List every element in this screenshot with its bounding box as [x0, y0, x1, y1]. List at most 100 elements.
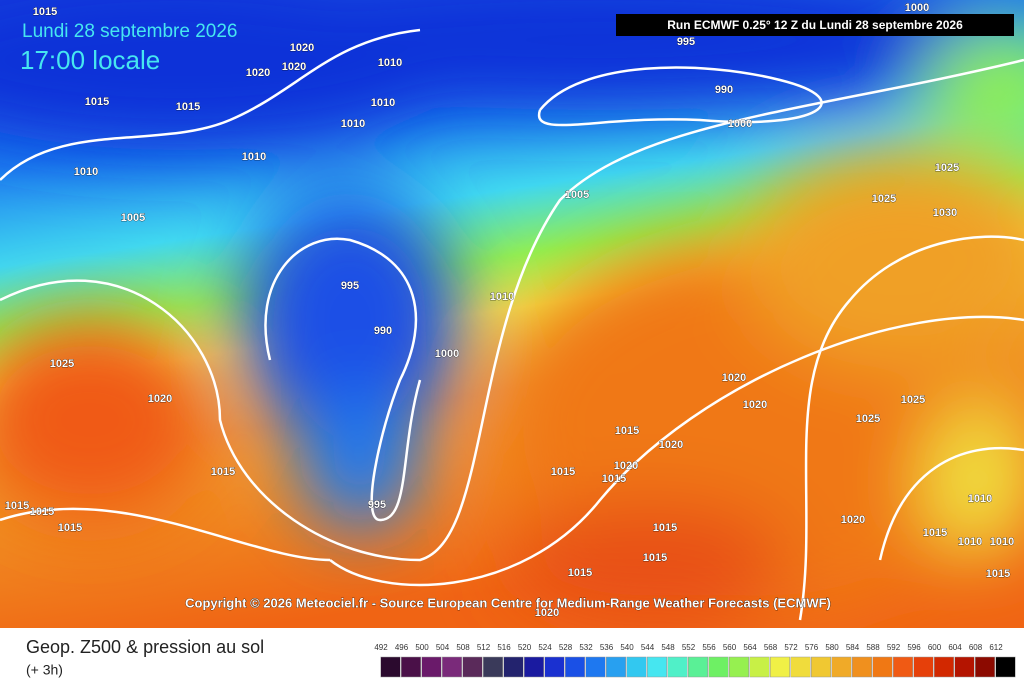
- colorbar-label: 552: [682, 643, 696, 652]
- isobar-label: 1015: [30, 506, 54, 518]
- colorbar-label: 600: [928, 643, 942, 652]
- colorbar-label: 576: [805, 643, 819, 652]
- colorbar-label: 516: [497, 643, 511, 652]
- colorbar-swatch: [975, 656, 995, 678]
- isobar-label: 1025: [901, 394, 925, 406]
- isobar-label: 1015: [5, 500, 29, 512]
- isobar-label: 1015: [568, 567, 592, 579]
- colorbar-label: 492: [374, 643, 388, 652]
- colorbar-label: 580: [825, 643, 839, 652]
- run: Run ECMWF 0.25° 12 Z du Lundi 28 septemb…: [667, 18, 963, 32]
- colorbar-label: 524: [538, 643, 552, 652]
- isobar-label: 1015: [643, 552, 667, 564]
- isobar-label: 1020: [148, 393, 172, 405]
- time: 17:00 locale: [20, 45, 160, 75]
- isobar-label: 1015: [653, 522, 677, 534]
- colorbar-label: 540: [620, 643, 634, 652]
- colorbar-swatch: [483, 656, 503, 678]
- isobar-label: 1020: [722, 372, 746, 384]
- footer-lead: (+ 3h): [26, 662, 63, 678]
- isobar-label: 1015: [615, 425, 639, 437]
- isobar-label: 1030: [933, 207, 957, 219]
- colorbar-swatch: [544, 656, 565, 678]
- isobar-label: 1015: [85, 96, 109, 108]
- colorbar-label: 532: [579, 643, 593, 652]
- isobar-label: 1015: [986, 568, 1010, 580]
- colorbar-label: 592: [887, 643, 901, 652]
- colorbar-label: 584: [846, 643, 860, 652]
- colorbar-label: 588: [866, 643, 880, 652]
- isobar-label: 1015: [602, 473, 626, 485]
- colorbar-swatch: [954, 656, 975, 678]
- colorbar-swatch: [565, 656, 585, 678]
- isobar-label: 1010: [378, 57, 402, 69]
- colorbar-swatch: [913, 656, 934, 678]
- colorbar-swatch: [995, 656, 1016, 678]
- colorbar-label: 528: [559, 643, 573, 652]
- isobar-label: 1020: [282, 61, 306, 73]
- colorbar-swatch: [708, 656, 729, 678]
- isobar-label: 1010: [990, 536, 1014, 548]
- colorbar-swatch: [421, 656, 442, 678]
- isobar-label: 995: [341, 280, 359, 292]
- isobar-label: 1015: [551, 466, 575, 478]
- colorbar-label: 596: [907, 643, 921, 652]
- colorbar-label: 572: [784, 643, 798, 652]
- isobar-label: 1020: [290, 42, 314, 54]
- isobar-label: 995: [677, 36, 695, 48]
- isobar-label: 1010: [490, 291, 514, 303]
- isobar-label: 1010: [968, 493, 992, 505]
- isobar-label: 1010: [341, 118, 365, 130]
- isobar-label: 1025: [872, 193, 896, 205]
- field: [0, 0, 1024, 628]
- isobar-label: 1015: [33, 6, 57, 18]
- footer-title: Geop. Z500 & pression au sol: [26, 637, 264, 657]
- colorbar-swatch: [770, 656, 790, 678]
- colorbar-label: 504: [436, 643, 450, 652]
- colorbar-swatch: [647, 656, 667, 678]
- isobar-label: 1010: [242, 151, 266, 163]
- colorbar-swatch: [872, 656, 893, 678]
- colorbar-swatch: [934, 656, 954, 678]
- colorbar-label: 612: [989, 643, 1003, 652]
- colorbar-label: 512: [477, 643, 491, 652]
- colorbar-swatch: [831, 656, 852, 678]
- colorbar-label: 604: [948, 643, 962, 652]
- colorbar-label: 568: [764, 643, 778, 652]
- isobar-label: 1015: [211, 466, 235, 478]
- colorbar-swatch: [401, 656, 421, 678]
- colorbar-swatch: [811, 656, 831, 678]
- isobar-label: 1025: [856, 413, 880, 425]
- isobar-label: 1000: [435, 348, 459, 360]
- isobar-label: 1005: [121, 212, 145, 224]
- copyright: Copyright © 2026 Meteociel.fr - Source E…: [185, 595, 831, 610]
- colorbar-label: 500: [415, 643, 429, 652]
- colorbar-label: 508: [456, 643, 470, 652]
- isobar-label: 990: [715, 84, 733, 96]
- isobar-label: 1010: [74, 166, 98, 178]
- colorbar-swatch: [606, 656, 626, 678]
- colorbar-label: 536: [600, 643, 614, 652]
- colorbar-label: 496: [395, 643, 409, 652]
- date: Lundi 28 septembre 2026: [22, 21, 238, 42]
- colorbar-swatch: [729, 656, 749, 678]
- colorbar-swatch: [585, 656, 606, 678]
- colorbar-swatch: [893, 656, 913, 678]
- colorbar-label: 544: [641, 643, 655, 652]
- isobar-label: 1025: [935, 162, 959, 174]
- isobar-label: 1010: [958, 536, 982, 548]
- colorbar-label: 564: [743, 643, 757, 652]
- isobar-label: 1020: [743, 399, 767, 411]
- isobar-label: 1000: [728, 118, 752, 130]
- colorbar-label: 520: [518, 643, 532, 652]
- isobar-label: 1015: [58, 522, 82, 534]
- run-box: [616, 14, 1014, 36]
- colorbar-label: 608: [969, 643, 983, 652]
- isobar-label: 1010: [371, 97, 395, 109]
- isobar-label: 1015: [176, 101, 200, 113]
- isobar-label: 990: [374, 325, 392, 337]
- colorbar-label: 548: [661, 643, 675, 652]
- colorbar-swatch: [380, 656, 401, 678]
